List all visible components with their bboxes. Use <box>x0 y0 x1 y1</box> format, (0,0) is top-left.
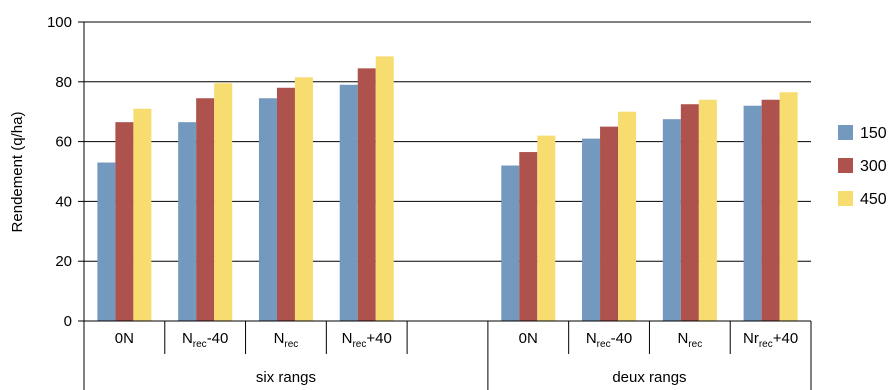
category-label: Nrec <box>274 330 299 350</box>
category-label: 0N <box>519 330 538 347</box>
bar <box>537 135 556 321</box>
bar <box>618 111 637 321</box>
bar <box>294 77 313 321</box>
group-label: six rangs <box>256 369 316 386</box>
group-label: deux rangs <box>612 369 686 386</box>
bar <box>761 99 780 322</box>
bar <box>258 98 277 322</box>
bar <box>743 105 762 321</box>
bar <box>178 122 197 321</box>
y-tick-label: 20 <box>55 253 72 270</box>
legend-swatch <box>838 191 853 206</box>
bar <box>339 84 358 321</box>
y-tick-label: 80 <box>55 74 72 91</box>
bars <box>97 56 798 322</box>
bar <box>133 108 152 322</box>
category-label: Nrec-40 <box>586 330 632 350</box>
category-label: Nrec+40 <box>342 330 392 350</box>
bar <box>779 92 798 321</box>
legend-label: 300 <box>860 158 887 175</box>
bar <box>276 87 295 321</box>
bar <box>97 162 116 321</box>
y-tick-label: 100 <box>47 14 72 31</box>
bar <box>519 152 538 321</box>
bar <box>662 119 681 321</box>
bar <box>375 56 394 321</box>
category-label: Nrec-40 <box>182 330 228 350</box>
bar <box>698 99 717 322</box>
legend-label: 150 <box>860 125 887 142</box>
bar <box>680 104 699 321</box>
legend-label: 450 <box>860 191 887 208</box>
category-label: Nrec <box>677 330 702 350</box>
legend-swatch <box>838 125 853 140</box>
bar <box>582 138 601 321</box>
category-label: 0N <box>115 330 134 347</box>
axes <box>78 21 812 390</box>
legend-swatch <box>838 158 853 173</box>
legend: 150 300 450 <box>838 125 887 208</box>
bar <box>600 126 619 322</box>
group-labels: six rangs deux rangs <box>256 369 687 386</box>
bar <box>196 98 215 322</box>
bar <box>115 122 134 321</box>
y-axis-label: Rendement (q/ha) <box>9 112 26 233</box>
y-tick-label: 60 <box>55 134 72 151</box>
category-label: Nrrec+40 <box>743 330 798 350</box>
y-tick-label: 0 <box>64 313 72 330</box>
y-tick-label: 40 <box>55 193 72 210</box>
bar <box>357 68 376 321</box>
bar <box>501 165 520 321</box>
category-labels: 0N Nrec-40 Nrec Nrec+40 0N Nrec-40 Nrec Nrrec+4… <box>115 330 798 350</box>
bar <box>214 83 233 321</box>
y-tick-labels: 0 20 40 60 80 100 <box>47 14 72 330</box>
